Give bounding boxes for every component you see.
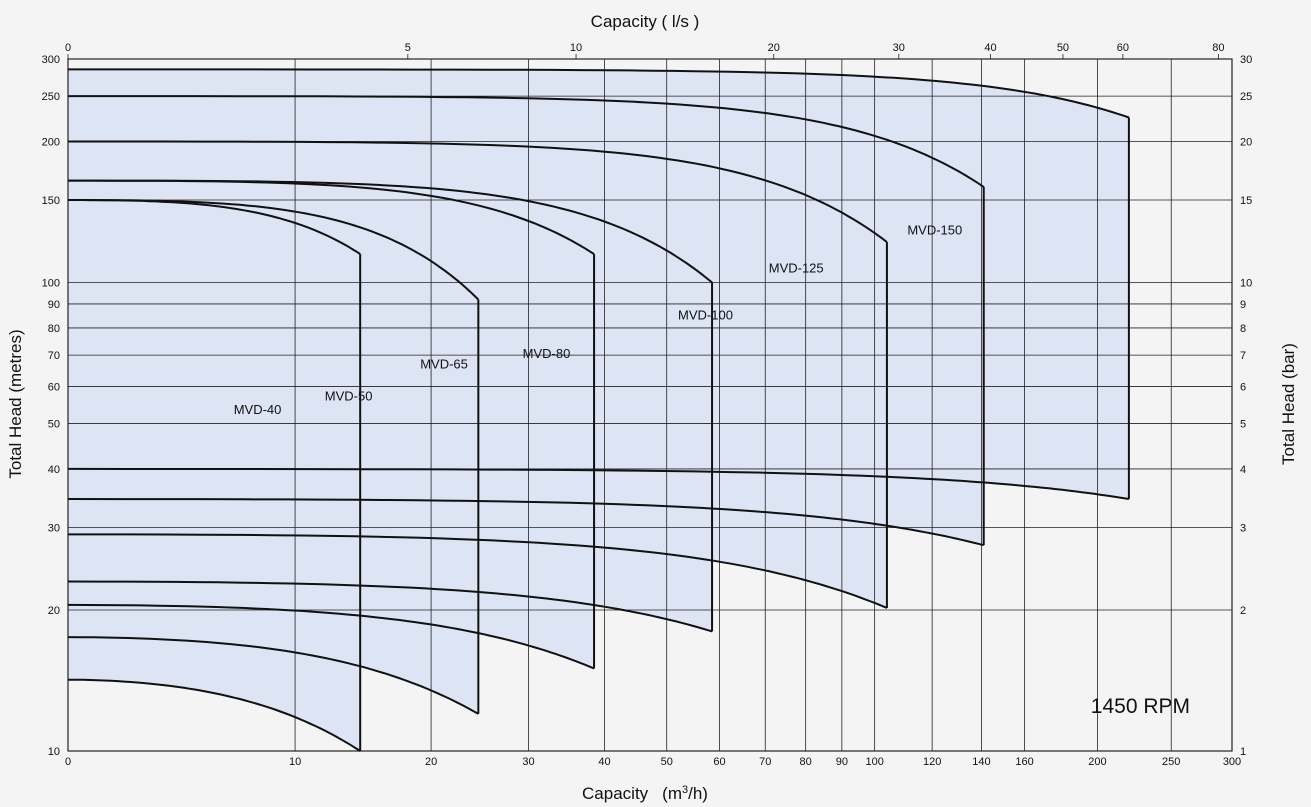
x-tick-50: 50	[661, 756, 673, 768]
x-tick-0: 0	[65, 756, 71, 768]
x-tick-80: 80	[800, 756, 812, 768]
y-left-tick-100: 100	[42, 278, 60, 290]
mvd-150-zone	[68, 69, 1129, 500]
y-right-tick-1: 1	[1240, 746, 1246, 758]
mvd-100-max-head-curve	[68, 140, 888, 243]
x-top-tick-30: 30	[893, 42, 905, 54]
y-right-tick-15: 15	[1240, 195, 1252, 207]
y-right-tick-10: 10	[1240, 278, 1252, 290]
y-left-tick-50: 50	[48, 419, 60, 431]
y-left-tick-250: 250	[42, 91, 60, 103]
y-left-tick-20: 20	[48, 605, 60, 617]
x-top-tick-20: 20	[768, 42, 780, 54]
y-left-tick-200: 200	[42, 136, 60, 148]
x-tick-300: 300	[1223, 756, 1241, 768]
top-axis-title: Capacity ( l/s )	[591, 12, 700, 31]
mvd-125-label: MVD-125	[769, 260, 824, 275]
y-right-tick-9: 9	[1240, 299, 1246, 311]
y-right-tick-3: 3	[1240, 522, 1246, 534]
x-tick-250: 250	[1162, 756, 1180, 768]
mvd-50-min-head-curve	[67, 636, 479, 715]
x-top-tick-80: 80	[1212, 42, 1224, 54]
x-tick-60: 60	[713, 756, 725, 768]
mvd-125-min-head-curve	[67, 498, 984, 547]
x-tick-100: 100	[865, 756, 883, 768]
y-left-tick-30: 30	[48, 522, 60, 534]
mvd-150-min-head-curve	[67, 467, 1130, 500]
mvd-80-max-head-curve	[68, 179, 713, 284]
x-tick-70: 70	[759, 756, 771, 768]
mvd-80-min-head-curve	[67, 580, 713, 633]
mvd-100-label: MVD-100	[678, 308, 733, 323]
x-tick-20: 20	[425, 756, 437, 768]
y-right-tick-30: 30	[1240, 54, 1252, 66]
y-right-tick-20: 20	[1240, 136, 1252, 148]
x-tick-90: 90	[836, 756, 848, 768]
y-left-tick-70: 70	[48, 350, 60, 362]
y-right-tick-8: 8	[1240, 323, 1246, 335]
x-top-tick-0: 0	[65, 42, 71, 54]
y-left-tick-60: 60	[48, 381, 60, 393]
y-right-tick-6: 6	[1240, 381, 1246, 393]
y-left-tick-40: 40	[48, 464, 60, 476]
x-tick-200: 200	[1088, 756, 1106, 768]
x-top-tick-10: 10	[570, 42, 582, 54]
mvd-65-min-head-curve	[67, 603, 595, 670]
mvd-125-max-head-curve	[68, 95, 985, 188]
mvd-150-max-head-curve	[68, 68, 1130, 119]
y-right-tick-5: 5	[1240, 419, 1246, 431]
mvd-150-label: MVD-150	[907, 222, 962, 237]
x-top-tick-40: 40	[984, 42, 996, 54]
mvd-40-min-head-curve	[68, 678, 361, 752]
y-left-tick-10: 10	[48, 746, 60, 758]
x-tick-30: 30	[522, 756, 534, 768]
mvd-80-label: MVD-80	[523, 346, 571, 361]
x-top-tick-5: 5	[405, 42, 411, 54]
x-tick-10: 10	[289, 756, 301, 768]
x-top-tick-50: 50	[1057, 42, 1069, 54]
y-left-tick-90: 90	[48, 299, 60, 311]
y-right-tick-2: 2	[1240, 605, 1246, 617]
bottom-axis-title: Capacity (m3/h)	[582, 784, 708, 803]
plot-frame	[67, 58, 1233, 752]
y-right-tick-4: 4	[1240, 464, 1246, 476]
mvd-65-label: MVD-65	[420, 356, 468, 371]
x-top-tick-60: 60	[1117, 42, 1129, 54]
mvd-100-min-head-curve	[68, 533, 888, 609]
mvd-50-label: MVD-50	[325, 389, 373, 404]
y-right-tick-25: 25	[1240, 91, 1252, 103]
y-right-tick-7: 7	[1240, 350, 1246, 362]
x-tick-140: 140	[972, 756, 990, 768]
y-left-tick-300: 300	[42, 54, 60, 66]
mvd-50-max-head-curve	[68, 199, 479, 301]
y-left-tick-80: 80	[48, 323, 60, 335]
right-axis-title: Total Head (bar)	[1279, 343, 1298, 465]
left-axis-title: Total Head (metres)	[6, 329, 25, 478]
rpm-annotation: 1450 RPM	[1091, 695, 1190, 718]
y-left-tick-150: 150	[42, 195, 60, 207]
x-tick-160: 160	[1015, 756, 1033, 768]
mvd-40-label: MVD-40	[234, 402, 282, 417]
x-tick-120: 120	[923, 756, 941, 768]
x-tick-40: 40	[598, 756, 610, 768]
